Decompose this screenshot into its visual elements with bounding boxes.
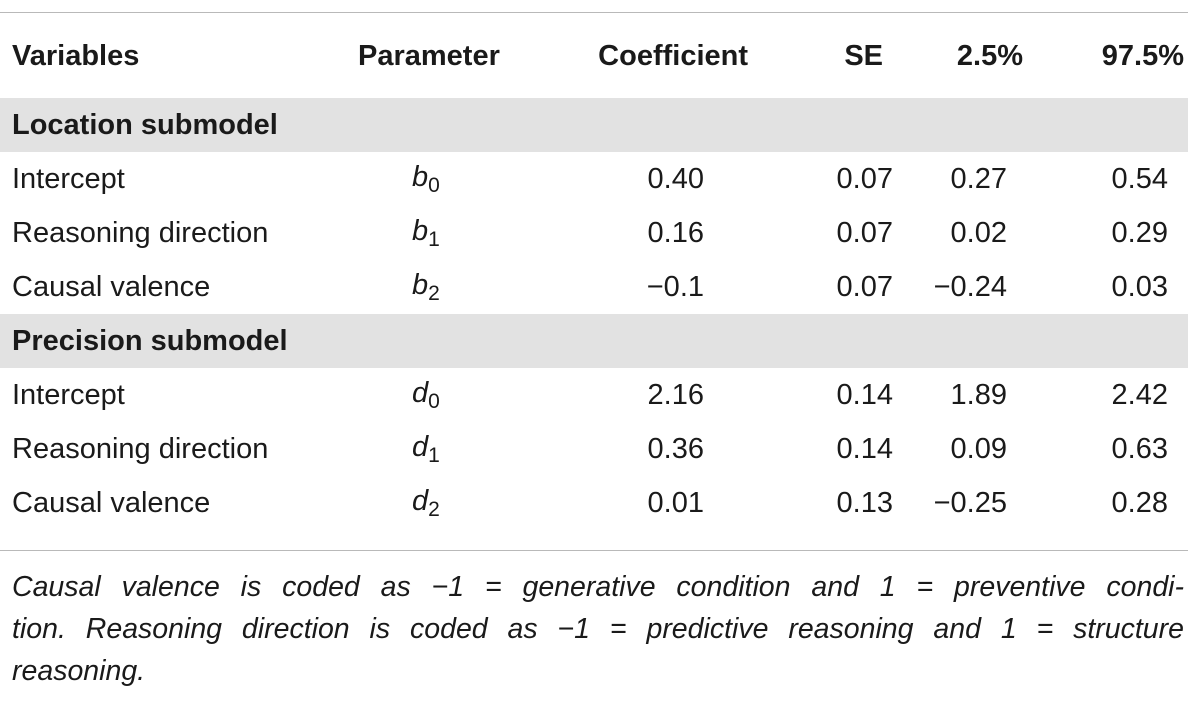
parameter-subscript: 0 [428, 173, 440, 197]
table-row: Causal valence d2 0.01 0.13 −0.25 0.28 [0, 476, 1188, 530]
parameter-subscript: 2 [428, 281, 440, 305]
ci-low-cell: 0.02 [950, 216, 1007, 249]
header-row: Variables Parameter Coefficient SE 2.5% … [0, 14, 1188, 98]
parameter-symbol: d [412, 484, 429, 517]
se-cell: 0.14 [836, 432, 893, 465]
header-parameter: Parameter [358, 39, 500, 72]
parameter-cell: d0 [350, 368, 540, 422]
parameter-cell: d1 [350, 422, 540, 476]
section-header-row: Location submodel [0, 98, 1188, 152]
se-cell: 0.07 [836, 162, 893, 195]
table-header: Variables Parameter Coefficient SE 2.5% … [0, 14, 1188, 98]
footnote-line: Causal valence is coded as −1 = generati… [12, 571, 1184, 603]
coefficient-cell: 0.01 [647, 486, 704, 519]
parameter-symbol: d [412, 376, 429, 409]
variable-cell: Reasoning direction [12, 432, 269, 465]
parameter-cell: b1 [350, 206, 540, 260]
footnote-line: tion. Reasoning direction is coded as −1… [12, 613, 1184, 645]
variable-cell: Intercept [12, 378, 125, 411]
table-footnote: Causal valence is coded as −1 = generati… [12, 566, 1184, 692]
section-header-row: Precision submodel [0, 314, 1188, 368]
coefficient-cell: 0.40 [647, 162, 704, 195]
section-title: Location submodel [0, 98, 1188, 152]
table-row: Reasoning direction d1 0.36 0.14 0.09 0.63 [0, 422, 1188, 476]
ci-low-cell: 1.89 [950, 378, 1007, 411]
results-table: Variables Parameter Coefficient SE 2.5% … [0, 14, 1188, 530]
top-rule [0, 12, 1188, 13]
bottom-rule [0, 550, 1188, 551]
table-body: Location submodel Intercept b0 0.40 0.07 0.27… [0, 98, 1188, 530]
footnote-line: reasoning. [12, 655, 146, 687]
parameter-cell: b2 [350, 260, 540, 314]
se-cell: 0.13 [836, 486, 893, 519]
ci-low-cell: −0.25 [933, 486, 1007, 519]
se-cell: 0.07 [836, 270, 893, 303]
ci-low-cell: 0.27 [950, 162, 1007, 195]
parameter-subscript: 0 [428, 389, 440, 413]
parameter-subscript: 1 [428, 443, 440, 467]
parameter-cell: b0 [350, 152, 540, 206]
se-cell: 0.14 [836, 378, 893, 411]
parameter-cell: d2 [350, 476, 540, 530]
coefficient-cell: 2.16 [647, 378, 704, 411]
parameter-symbol: d [412, 430, 429, 463]
coefficient-cell: −0.1 [646, 270, 704, 303]
ci-low-cell: 0.09 [950, 432, 1007, 465]
ci-high-cell: 0.54 [1111, 162, 1168, 195]
table-row: Causal valence b2 −0.1 0.07 −0.24 0.03 [0, 260, 1188, 314]
parameter-symbol: b [412, 160, 429, 193]
variable-cell: Reasoning direction [12, 216, 269, 249]
variable-cell: Causal valence [12, 270, 211, 303]
ci-high-cell: 0.03 [1111, 270, 1168, 303]
ci-low-cell: −0.24 [933, 270, 1007, 303]
variable-cell: Intercept [12, 162, 125, 195]
coefficient-cell: 0.16 [647, 216, 704, 249]
ci-high-cell: 2.42 [1111, 378, 1168, 411]
header-ci-high: 97.5% [1101, 39, 1184, 72]
parameter-symbol: b [412, 214, 429, 247]
header-variables: Variables [12, 39, 140, 72]
variable-cell: Causal valence [12, 486, 211, 519]
ci-high-cell: 0.63 [1111, 432, 1168, 465]
parameter-subscript: 2 [428, 497, 440, 521]
coefficient-cell: 0.36 [647, 432, 704, 465]
header-se: SE [844, 39, 883, 72]
table-row: Intercept b0 0.40 0.07 0.27 0.54 [0, 152, 1188, 206]
section-title: Precision submodel [0, 314, 1188, 368]
table-row: Reasoning direction b1 0.16 0.07 0.02 0.29 [0, 206, 1188, 260]
se-cell: 0.07 [836, 216, 893, 249]
parameter-symbol: b [412, 268, 429, 301]
ci-high-cell: 0.28 [1111, 486, 1168, 519]
ci-high-cell: 0.29 [1111, 216, 1168, 249]
header-ci-low: 2.5% [956, 39, 1023, 72]
parameter-subscript: 1 [428, 227, 440, 251]
header-coefficient: Coefficient [598, 39, 748, 72]
table-row: Intercept d0 2.16 0.14 1.89 2.42 [0, 368, 1188, 422]
